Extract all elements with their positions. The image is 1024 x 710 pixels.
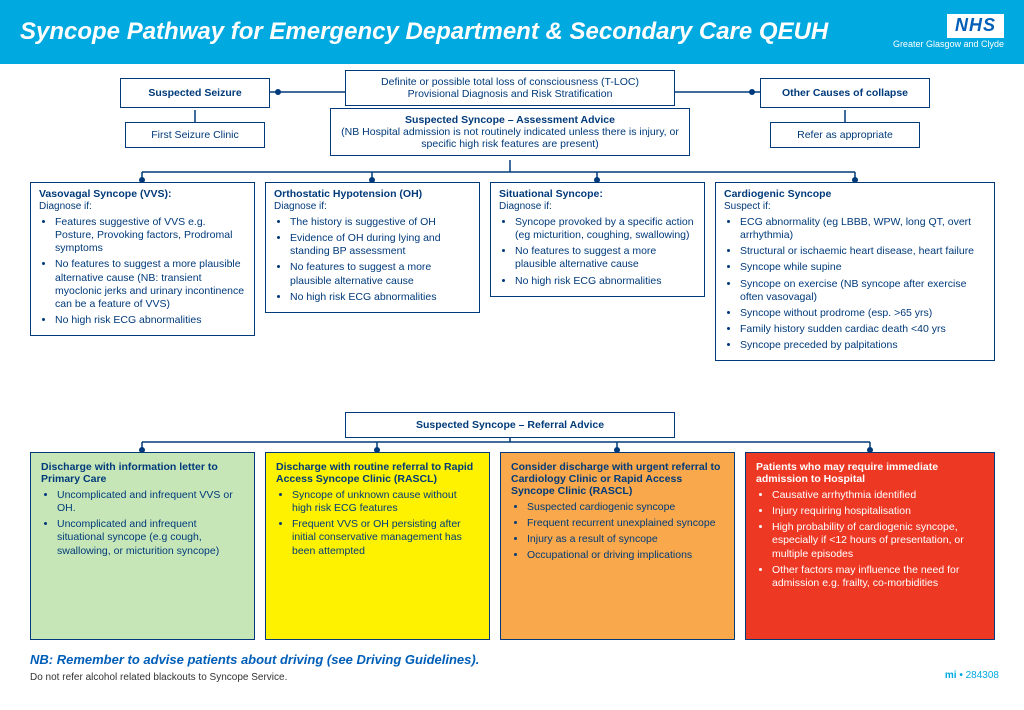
vvs-list: Features suggestive of VVS e.g. Posture,…: [39, 216, 246, 327]
green-title: Discharge with information letter to Pri…: [41, 461, 244, 485]
orange-list: Suspected cardiogenic syncope Frequent r…: [511, 501, 724, 563]
yellow-title: Discharge with routine referral to Rapid…: [276, 461, 479, 485]
doc-id-number: 284308: [966, 670, 999, 681]
node-assessment-advice: Suspected Syncope – Assessment Advice (N…: [330, 108, 690, 156]
doc-id: mi • 284308: [945, 670, 999, 681]
node-seizure: Suspected Seizure: [120, 78, 270, 108]
sit-list: Syncope provoked by a specific action (e…: [499, 216, 696, 288]
yellow-list: Syncope of unknown cause without high ri…: [276, 489, 479, 558]
node-discharge-rascl: Discharge with routine referral to Rapid…: [265, 452, 490, 640]
red-title: Patients who may require immediate admis…: [756, 461, 984, 485]
list-item: Evidence of OH during lying and standing…: [290, 232, 471, 258]
list-item: Uncomplicated and infrequent situational…: [57, 518, 244, 557]
list-item: Frequent recurrent unexplained syncope: [527, 517, 724, 530]
nhs-wordmark: NHS: [947, 14, 1004, 38]
list-item: Syncope of unknown cause without high ri…: [292, 489, 479, 515]
vvs-title: Vasovagal Syncope (VVS):: [39, 188, 246, 200]
list-item: No high risk ECG abnormalities: [55, 314, 246, 327]
list-item: Uncomplicated and infrequent VVS or OH.: [57, 489, 244, 515]
node-admit-hospital: Patients who may require immediate admis…: [745, 452, 995, 640]
root-line2: Provisional Diagnosis and Risk Stratific…: [354, 88, 666, 100]
note-alcohol: Do not refer alcohol related blackouts t…: [30, 672, 287, 683]
list-item: Injury as a result of syncope: [527, 533, 724, 546]
doc-id-prefix: mi •: [945, 670, 966, 681]
list-item: ECG abnormality (eg LBBB, WPW, long QT, …: [740, 216, 986, 242]
node-other-causes: Other Causes of collapse: [760, 78, 930, 108]
list-item: Syncope preceded by palpitations: [740, 339, 986, 352]
list-item: Injury requiring hospitalisation: [772, 505, 984, 518]
nhs-subtitle: Greater Glasgow and Clyde: [893, 40, 1004, 50]
list-item: Occupational or driving implications: [527, 549, 724, 562]
list-item: No features to suggest a more plausible …: [515, 245, 696, 271]
list-item: Syncope while supine: [740, 261, 986, 274]
advice-text: (NB Hospital admission is not routinely …: [339, 126, 681, 150]
list-item: Features suggestive of VVS e.g. Posture,…: [55, 216, 246, 255]
node-refer-appropriate: Refer as appropriate: [770, 122, 920, 148]
node-urgent-referral: Consider discharge with urgent referral …: [500, 452, 735, 640]
list-item: High probability of cardiogenic syncope,…: [772, 521, 984, 560]
sit-sub: Diagnose if:: [499, 201, 696, 212]
list-item: Family history sudden cardiac death <40 …: [740, 323, 986, 336]
oh-title: Orthostatic Hypotension (OH): [274, 188, 471, 200]
list-item: Suspected cardiogenic syncope: [527, 501, 724, 514]
list-item: Structural or ischaemic heart disease, h…: [740, 245, 986, 258]
page-title: Syncope Pathway for Emergency Department…: [20, 18, 828, 46]
list-item: Frequent VVS or OH persisting after init…: [292, 518, 479, 557]
nhs-logo: NHS Greater Glasgow and Clyde: [893, 14, 1004, 50]
root-line1: Definite or possible total loss of consc…: [354, 76, 666, 88]
advice-title: Suspected Syncope – Assessment Advice: [339, 114, 681, 126]
list-item: Syncope without prodrome (esp. >65 yrs): [740, 307, 986, 320]
node-cardiogenic: Cardiogenic Syncope Suspect if: ECG abno…: [715, 182, 995, 361]
node-referral-advice: Suspected Syncope – Referral Advice: [345, 412, 675, 438]
note-driving: NB: Remember to advise patients about dr…: [30, 652, 479, 667]
red-list: Causative arrhythmia identified Injury r…: [756, 489, 984, 590]
card-title: Cardiogenic Syncope: [724, 188, 986, 200]
list-item: Syncope provoked by a specific action (e…: [515, 216, 696, 242]
list-item: Causative arrhythmia identified: [772, 489, 984, 502]
node-discharge-primary: Discharge with information letter to Pri…: [30, 452, 255, 640]
list-item: No high risk ECG abnormalities: [290, 291, 471, 304]
node-situational: Situational Syncope: Diagnose if: Syncop…: [490, 182, 705, 297]
node-vvs: Vasovagal Syncope (VVS): Diagnose if: Fe…: [30, 182, 255, 336]
sit-title: Situational Syncope:: [499, 188, 696, 200]
green-list: Uncomplicated and infrequent VVS or OH. …: [41, 489, 244, 558]
card-sub: Suspect if:: [724, 201, 986, 212]
oh-list: The history is suggestive of OH Evidence…: [274, 216, 471, 304]
node-root: Definite or possible total loss of consc…: [345, 70, 675, 106]
list-item: The history is suggestive of OH: [290, 216, 471, 229]
node-first-seizure-clinic: First Seizure Clinic: [125, 122, 265, 148]
list-item: Other factors may influence the need for…: [772, 564, 984, 590]
list-item: No features to suggest a more plausible …: [55, 258, 246, 311]
vvs-sub: Diagnose if:: [39, 201, 246, 212]
list-item: Syncope on exercise (NB syncope after ex…: [740, 278, 986, 304]
orange-title: Consider discharge with urgent referral …: [511, 461, 724, 497]
node-oh: Orthostatic Hypotension (OH) Diagnose if…: [265, 182, 480, 313]
list-item: No features to suggest a more plausible …: [290, 261, 471, 287]
oh-sub: Diagnose if:: [274, 201, 471, 212]
list-item: No high risk ECG abnormalities: [515, 275, 696, 288]
card-list: ECG abnormality (eg LBBB, WPW, long QT, …: [724, 216, 986, 352]
header: Syncope Pathway for Emergency Department…: [0, 0, 1024, 64]
